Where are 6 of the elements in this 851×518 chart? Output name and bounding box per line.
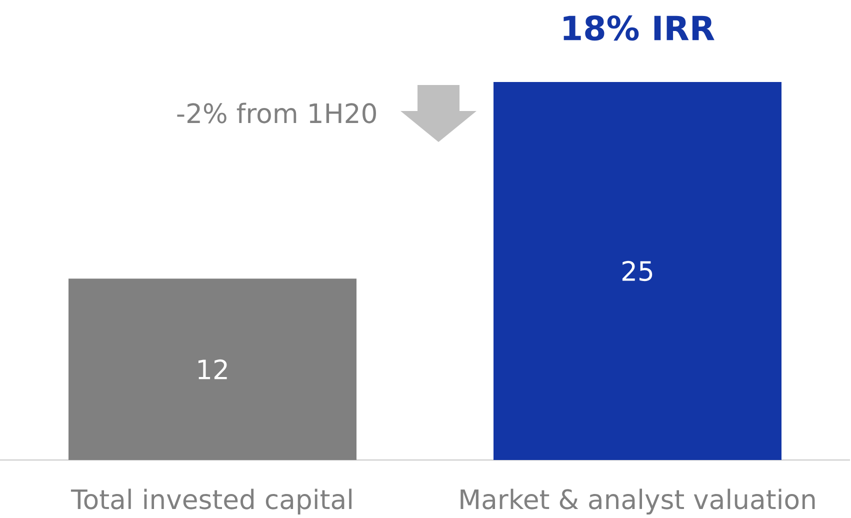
x-tick-label: Total invested capital	[70, 488, 352, 514]
data-label: 12	[198, 359, 227, 380]
x-tick-label: Market & analyst valuation	[460, 488, 815, 514]
annotation: -2% from 1H20	[177, 102, 376, 124]
text: 18% IRR	[564, 15, 714, 41]
data-label: 25	[622, 260, 652, 282]
